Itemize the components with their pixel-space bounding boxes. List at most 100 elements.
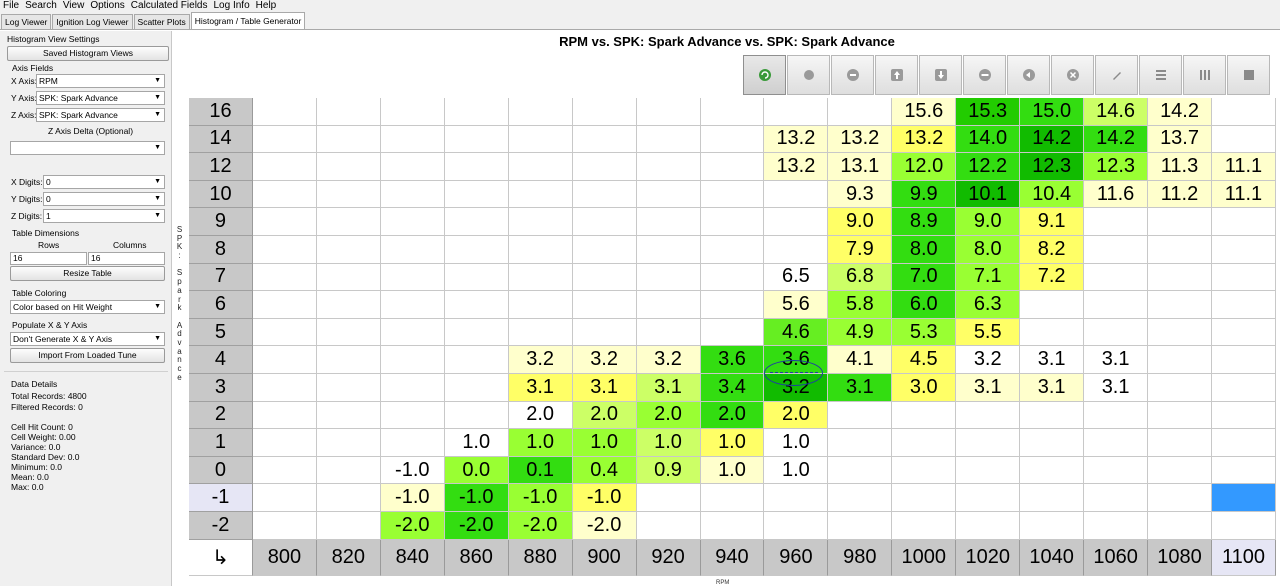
table-cell[interactable] (1212, 401, 1276, 430)
table-cell[interactable] (1148, 263, 1212, 292)
table-cell[interactable]: 3.1 (1020, 373, 1085, 402)
table-cell[interactable]: 3.2 (572, 346, 637, 374)
y-axis-cell[interactable]: 0 (189, 456, 253, 485)
table-cell[interactable] (572, 291, 637, 319)
table-cell[interactable]: 3.1 (1084, 346, 1149, 374)
populate-axis-select[interactable]: Don't Generate X & Y Axis ▼ (10, 332, 165, 346)
table-cell[interactable] (316, 98, 381, 126)
table-cell[interactable] (1020, 318, 1085, 347)
table-cell[interactable] (700, 180, 765, 209)
table-cell[interactable] (444, 125, 509, 154)
table-cell[interactable]: -1.0 (380, 484, 445, 512)
y-axis-cell[interactable]: 1 (189, 429, 253, 457)
table-cell[interactable] (316, 153, 381, 181)
table-cell[interactable] (572, 98, 637, 126)
x-axis-cell[interactable]: 920 (636, 539, 701, 576)
table-cell[interactable] (1020, 401, 1085, 430)
table-cell[interactable]: -2.0 (572, 511, 637, 540)
table-cell[interactable]: 2.0 (572, 401, 637, 430)
clear-button[interactable] (1051, 55, 1094, 95)
table-cell[interactable] (380, 401, 445, 430)
table-cell[interactable] (444, 318, 509, 347)
x-axis-cell[interactable]: 1020 (956, 539, 1021, 576)
table-cell[interactable] (316, 291, 381, 319)
table-cell[interactable] (636, 98, 701, 126)
table-cell[interactable]: 5.5 (956, 318, 1021, 347)
x-axis-cell[interactable]: 880 (508, 539, 573, 576)
move-left-button[interactable] (1007, 55, 1050, 95)
table-cell[interactable] (828, 456, 893, 485)
table-cell[interactable] (1084, 235, 1149, 264)
table-cell[interactable]: 8.2 (1020, 235, 1085, 264)
table-cell[interactable]: 11.1 (1212, 180, 1276, 209)
table-cell[interactable] (636, 153, 701, 181)
table-cell[interactable] (444, 346, 509, 374)
table-cell[interactable] (572, 180, 637, 209)
table-cell[interactable] (252, 401, 317, 430)
table-cell[interactable] (316, 208, 381, 236)
table-cell[interactable] (380, 318, 445, 347)
table-cell[interactable]: 3.1 (1084, 373, 1149, 402)
table-cell[interactable] (1148, 484, 1212, 512)
table-cell[interactable] (380, 291, 445, 319)
table-cell[interactable] (1212, 263, 1276, 292)
table-cell[interactable]: 0.4 (572, 456, 637, 485)
table-cell[interactable]: 7.1 (956, 263, 1021, 292)
table-cell[interactable] (1148, 511, 1212, 540)
table-cell[interactable]: 9.9 (892, 180, 957, 209)
table-cell[interactable]: 2.0 (764, 401, 829, 430)
menu-search[interactable]: Search (25, 0, 57, 11)
table-cell[interactable] (444, 235, 509, 264)
table-cell[interactable] (444, 291, 509, 319)
table-cell[interactable]: -1.0 (380, 456, 445, 485)
x-axis-cell[interactable]: 940 (700, 539, 765, 576)
table-cell[interactable] (1148, 373, 1212, 402)
x-axis-select[interactable]: RPM ▼ (36, 74, 165, 88)
table-cell[interactable] (444, 153, 509, 181)
table-cell[interactable] (1212, 291, 1276, 319)
table-cell[interactable] (1020, 484, 1085, 512)
x-axis-cell[interactable]: 960 (764, 539, 829, 576)
table-cell[interactable] (764, 484, 829, 512)
table-cell[interactable] (316, 401, 381, 430)
table-cell[interactable] (956, 484, 1021, 512)
table-cell[interactable] (1084, 511, 1149, 540)
table-cell[interactable] (636, 318, 701, 347)
table-cell[interactable]: 2.0 (508, 401, 573, 430)
table-cell[interactable]: 1.0 (700, 456, 765, 485)
move-down-button[interactable] (919, 55, 962, 95)
table-cell[interactable] (252, 456, 317, 485)
table-cell[interactable]: 3.2 (636, 346, 701, 374)
table-cell[interactable] (444, 401, 509, 430)
table-cell[interactable]: 1.0 (572, 429, 637, 457)
table-cell[interactable]: 3.1 (572, 373, 637, 402)
x-axis-cell[interactable]: 1060 (1084, 539, 1149, 576)
table-cell[interactable]: 14.2 (1084, 125, 1149, 154)
table-cell[interactable]: 13.2 (764, 153, 829, 181)
y-axis-cell[interactable]: 6 (189, 291, 253, 319)
y-axis-cell[interactable]: 3 (189, 373, 253, 402)
y-axis-cell[interactable]: 4 (189, 346, 253, 374)
table-cell[interactable] (828, 484, 893, 512)
columns-input[interactable]: 16 (88, 252, 165, 265)
x-axis-cell[interactable]: 800 (252, 539, 317, 576)
y-axis-cell[interactable]: 8 (189, 235, 253, 264)
table-cell[interactable] (508, 153, 573, 181)
table-cell[interactable]: 3.1 (636, 373, 701, 402)
table-cell[interactable] (252, 98, 317, 126)
table-cell[interactable]: 3.6 (764, 346, 829, 374)
table-cell[interactable]: 1.0 (764, 456, 829, 485)
table-cell[interactable]: 6.3 (956, 291, 1021, 319)
table-cell[interactable] (380, 98, 445, 126)
table-cell[interactable]: 4.5 (892, 346, 957, 374)
table-cell[interactable]: 3.4 (700, 373, 765, 402)
table-cell[interactable] (700, 291, 765, 319)
table-cell[interactable] (380, 208, 445, 236)
table-cell[interactable]: 3.2 (764, 373, 829, 402)
table-cell[interactable] (316, 346, 381, 374)
table-cell[interactable] (444, 263, 509, 292)
y-axis-cell[interactable]: 2 (189, 401, 253, 430)
table-cell[interactable] (1212, 456, 1276, 485)
tab-ignition-log-viewer[interactable]: Ignition Log Viewer (52, 14, 133, 29)
y-axis-cell[interactable]: 10 (189, 180, 253, 209)
